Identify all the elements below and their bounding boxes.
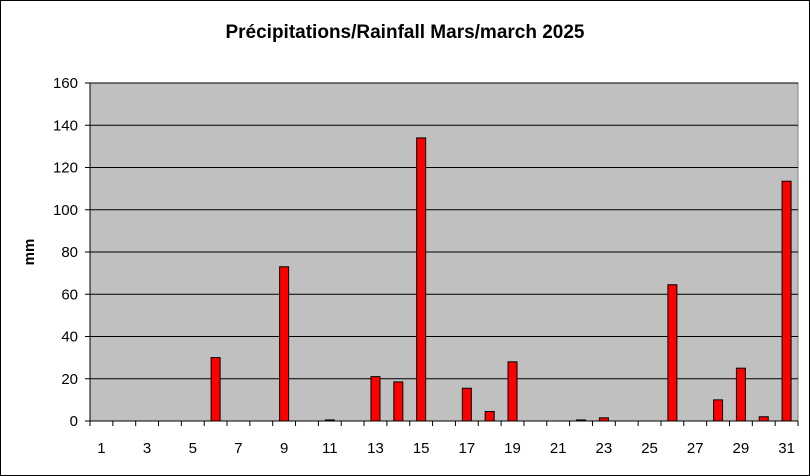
x-tick-label: 23 [596,440,613,457]
x-tick-label: 17 [458,440,475,457]
x-tick-label: 15 [413,440,430,457]
y-tick-label: 120 [53,160,78,177]
y-axis: 0 20 40 60 80 100 120 140 160 [53,75,90,430]
x-tick-label: 13 [367,440,384,457]
bar-day-14 [393,381,404,422]
gridlines [90,82,798,380]
bar-day-22 [576,419,587,422]
bar-day-28 [713,399,724,422]
chart-title: Précipitations/Rainfall Mars/march 2025 [225,22,584,43]
bar-day-18 [484,410,495,422]
y-tick-label: 60 [61,286,78,303]
bar-day-23 [598,417,609,422]
x-tick-label: 25 [641,440,658,457]
y-tick-label: 40 [61,329,78,346]
bar-day-31 [781,180,792,422]
x-tick-label: 19 [504,440,521,457]
x-tick-label: 21 [550,440,567,457]
x-tick-label: 9 [280,440,288,457]
x-tick-label: 29 [733,440,750,457]
x-tick-label: 3 [143,440,151,457]
bar-day-9 [279,266,290,422]
x-tick-label: 27 [687,440,704,457]
x-axis: 1 3 5 7 9 11 13 15 17 19 21 23 25 27 29 31 [89,83,799,457]
bar-day-29 [735,367,746,422]
y-tick-label: 0 [70,413,78,430]
bar-day-19 [507,361,518,422]
x-tick-label: 7 [234,440,242,457]
x-tick-label: 31 [778,440,795,457]
x-tick-label: 11 [322,440,338,457]
bar-day-11 [324,419,335,422]
y-tick-label: 20 [61,371,78,388]
x-tick-label: 1 [97,440,105,457]
y-axis-label: mm [21,239,38,266]
bars [210,137,792,422]
bar-day-13 [370,376,381,422]
bar-day-15 [416,137,427,422]
y-tick-label: 80 [61,244,78,261]
bar-day-17 [461,387,472,422]
x-tick-label: 5 [189,440,197,457]
y-tick-label: 100 [53,202,78,219]
bar-day-6 [210,357,221,422]
y-tick-label: 160 [53,75,78,92]
bar-day-26 [667,284,678,422]
bar-day-30 [758,416,769,422]
y-tick-label: 140 [53,117,78,134]
